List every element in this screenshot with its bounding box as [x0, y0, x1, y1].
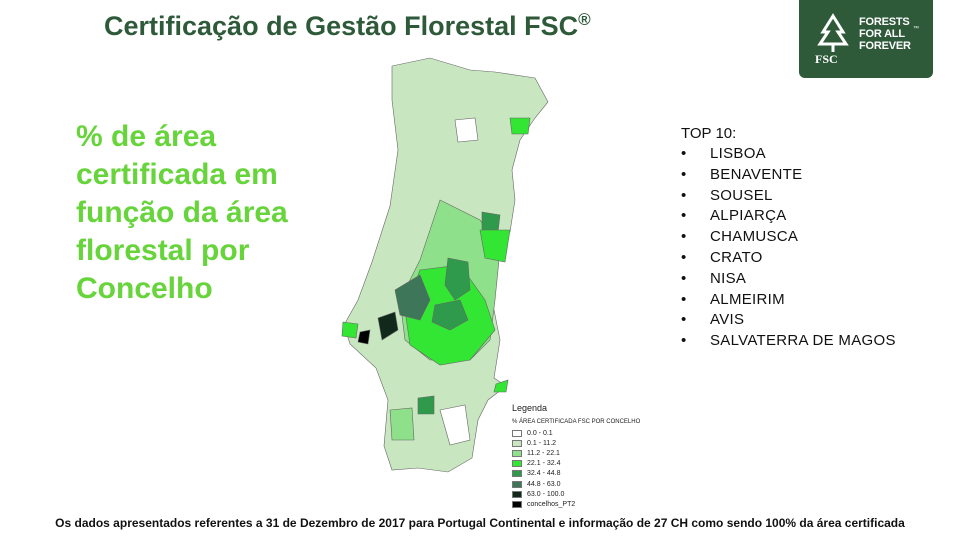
- tree-icon: [817, 13, 849, 52]
- top10-title: TOP 10:: [681, 125, 737, 142]
- top10-item: LISBOA: [681, 145, 896, 166]
- top10-list: LISBOABENAVENTESOUSELALPIARÇACHAMUSCACRA…: [681, 145, 896, 353]
- region: [389, 407, 415, 441]
- top10-item: ALPIARÇA: [681, 207, 896, 228]
- region: [444, 257, 471, 301]
- top10-item: CRATO: [681, 249, 896, 270]
- legend-rows: 0.0 - 0.1 0.1 - 11.2 11.2 - 22.1 22.1 - 32.…: [512, 428, 640, 510]
- legend-label: 44.8 - 63.0: [527, 480, 561, 488]
- legend: Legenda % ÁREA CERTIFICADA FSC POR CONCE…: [512, 403, 640, 510]
- logo-brand: FSC: [815, 52, 838, 66]
- legend-header: % ÁREA CERTIFICADA FSC POR CONCELHO: [512, 419, 641, 425]
- legend-swatch: [512, 460, 522, 468]
- region: [341, 321, 359, 339]
- title-text: Certificação de Gestão Florestal FSC: [104, 11, 579, 41]
- region: [431, 299, 469, 331]
- logo-line: FOREVER: [859, 40, 911, 52]
- top10-item: AVIS: [681, 311, 896, 332]
- region: [481, 211, 501, 233]
- legend-title: Legenda: [512, 403, 548, 413]
- top10: TOP 10: LISBOABENAVENTESOUSELALPIARÇACHA…: [681, 125, 896, 353]
- heading-line: certificada em: [76, 158, 278, 191]
- region: [394, 274, 431, 321]
- legend-row: 63.0 - 100.0: [512, 489, 640, 499]
- legend-label: 63.0 - 100.0: [527, 490, 565, 498]
- legend-label: 32.4 - 44.8: [527, 470, 561, 478]
- legend-label: 22.1 - 32.4: [527, 460, 561, 468]
- top10-item: CHAMUSCA: [681, 228, 896, 249]
- legend-swatch: [512, 490, 522, 498]
- legend-label: 11.2 - 22.1: [527, 449, 560, 457]
- legend-row: 44.8 - 63.0: [512, 479, 640, 489]
- title: Certificação de Gestão Florestal FSC®: [104, 10, 591, 42]
- legend-label: 0.0 - 0.1: [527, 429, 553, 437]
- legend-swatch: [512, 480, 522, 488]
- legend-row: 32.4 - 44.8: [512, 469, 640, 479]
- heading-line: Concelho: [76, 272, 213, 305]
- legend-row: 11.2 - 22.1: [512, 448, 640, 458]
- region: [509, 117, 531, 135]
- heading-line: % de área: [76, 120, 217, 153]
- logo-line: FORESTS: [859, 16, 910, 28]
- legend-swatch: [512, 449, 522, 457]
- heading-line: florestal por: [76, 234, 250, 267]
- region: [417, 395, 435, 415]
- region: [479, 229, 511, 263]
- fsc-logo: FORESTS FOR ALL FOREVER FSC ™: [799, 0, 933, 78]
- legend-swatch: [512, 429, 522, 437]
- region: [357, 329, 371, 345]
- legend-swatch: [512, 470, 522, 478]
- legend-row: 0.0 - 0.1: [512, 428, 640, 438]
- legend-swatch: [512, 439, 522, 447]
- top10-item: NISA: [681, 270, 896, 291]
- top10-item: BENAVENTE: [681, 166, 896, 187]
- registered-mark: ®: [578, 10, 591, 29]
- region: [493, 379, 509, 393]
- region: [454, 117, 479, 143]
- top10-item: SOUSEL: [681, 187, 896, 208]
- legend-label: concelhos_PT2: [527, 500, 576, 508]
- region: [439, 404, 471, 446]
- heading-line: função da área: [76, 196, 288, 229]
- top10-item: ALMEIRIM: [681, 291, 896, 312]
- heading: % de área certificada em função da área flo…: [76, 118, 288, 308]
- region: [377, 311, 399, 341]
- logo-trademark: ™: [913, 26, 919, 32]
- logo-line: FOR ALL: [859, 28, 905, 40]
- legend-label: 0.1 - 11.2: [527, 439, 557, 447]
- legend-row: 22.1 - 32.4: [512, 459, 640, 469]
- top10-item: SALVATERRA DE MAGOS: [681, 332, 896, 353]
- legend-row: 0.1 - 11.2: [512, 438, 640, 448]
- legend-swatch: [512, 500, 522, 508]
- footer: Os dados apresentados referentes a 31 de…: [55, 516, 905, 530]
- legend-row: concelhos_PT2: [512, 499, 640, 509]
